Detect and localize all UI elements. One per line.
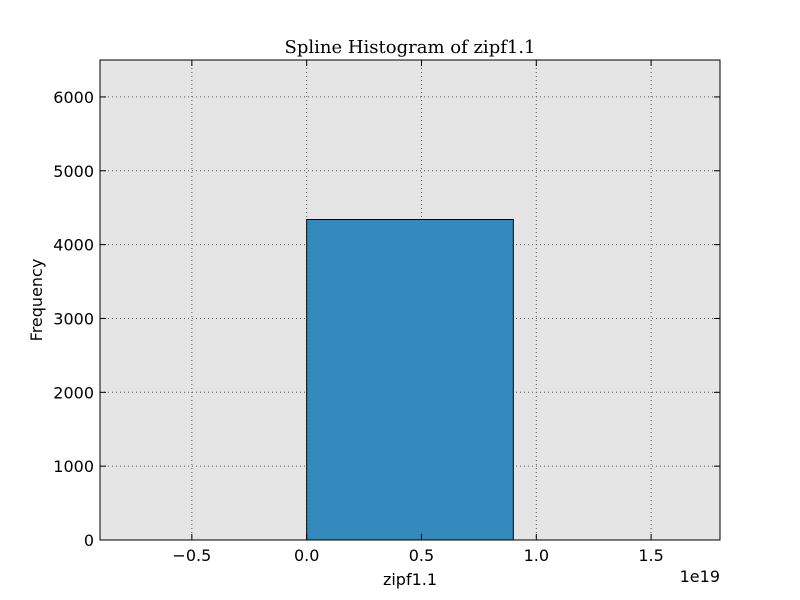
bars <box>306 219 514 541</box>
y-tick-label: 4000 <box>53 236 94 255</box>
x-tick-label: 1.5 <box>638 546 663 565</box>
x-tick-label: −0.5 <box>172 546 211 565</box>
plot-frame <box>99 59 721 541</box>
histogram-bar <box>306 219 514 541</box>
x-tick-label: 0.0 <box>294 546 319 565</box>
y-tick-label: 2000 <box>53 383 94 402</box>
y-tick-label: 3000 <box>53 309 94 328</box>
x-tick-label: 1.0 <box>524 546 549 565</box>
ticks: −0.5 0.0 0.5 1.0 1.5 0 1000 2000 3000 4000 5000 600… <box>53 60 720 565</box>
y-tick-label: 1000 <box>53 457 94 476</box>
y-tick-label: 6000 <box>53 88 94 107</box>
y-axis-label: Frequency <box>27 259 46 342</box>
y-tick-label: 5000 <box>53 162 94 181</box>
x-axis-label: zipf1.1 <box>383 570 437 589</box>
y-tick-label: 0 <box>84 531 94 550</box>
x-axis-offset-label: 1e19 <box>680 567 720 586</box>
chart-title: Spline Histogram of zipf1.1 <box>284 37 535 58</box>
x-tick-label: 0.5 <box>409 546 434 565</box>
